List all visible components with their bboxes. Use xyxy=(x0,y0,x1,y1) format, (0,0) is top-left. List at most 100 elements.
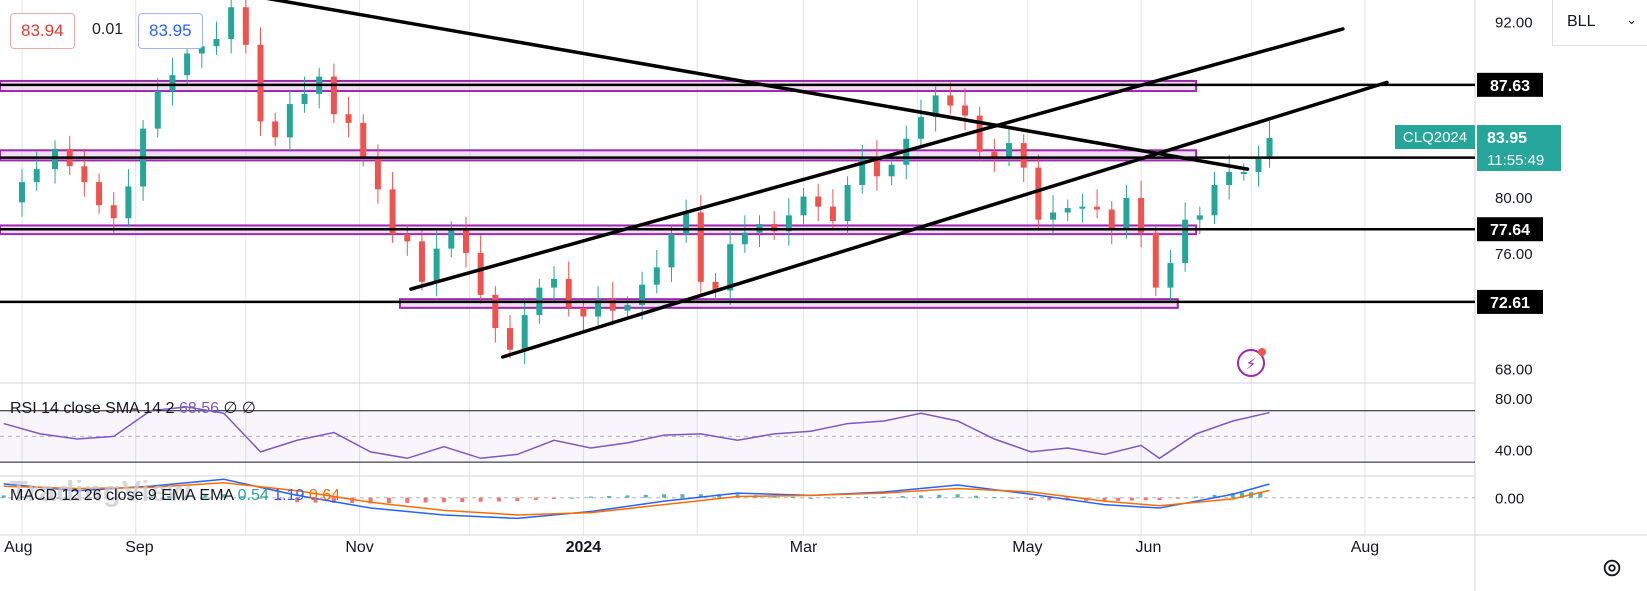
candle-body xyxy=(1006,143,1013,158)
time-axis-label: Jun xyxy=(1136,539,1162,556)
candle-body xyxy=(580,307,587,317)
macd-histogram-bar xyxy=(368,497,373,504)
level-label: 77.64 xyxy=(1490,222,1530,239)
macd-histogram-bar xyxy=(1258,491,1263,498)
time-axis-label: Mar xyxy=(790,539,818,556)
macd-legend-macd: 1.19 xyxy=(273,487,305,504)
symbol-select-value: BLL xyxy=(1567,13,1596,30)
macd-histogram-bar xyxy=(1029,497,1034,500)
macd-histogram-bar xyxy=(1175,497,1180,499)
macd-histogram-bar xyxy=(515,497,520,502)
macd-histogram-bar xyxy=(331,497,336,503)
candle-body xyxy=(228,7,235,40)
macd-histogram-bar xyxy=(882,496,887,498)
candle-body xyxy=(301,93,308,105)
candle-body xyxy=(844,184,851,222)
macd-histogram-bar xyxy=(973,495,978,498)
macd-histogram-bar xyxy=(185,495,190,498)
candle-body xyxy=(33,169,40,183)
macd-histogram-bar xyxy=(166,495,171,498)
candle-body xyxy=(1035,167,1042,220)
zone-rect xyxy=(0,149,1198,162)
macd-histogram-bar xyxy=(863,496,868,498)
macd-legend[interactable]: MACD 12 26 close 9 EMA EMA 0.54 1.19 0.6… xyxy=(10,487,340,505)
ask-price: 83.95 xyxy=(149,21,192,40)
bid-price-box[interactable]: 83.94 xyxy=(10,13,75,49)
macd-histogram-bar xyxy=(1230,493,1235,498)
candle-body xyxy=(81,166,88,183)
level-label-bg xyxy=(1477,72,1543,97)
level-label: 72.61 xyxy=(1490,295,1530,312)
last-price-bg xyxy=(1477,125,1561,172)
macd-histogram-bar xyxy=(203,494,208,498)
candle-body xyxy=(961,105,968,116)
candle-body xyxy=(169,75,176,92)
macd-histogram-bar xyxy=(625,495,630,498)
candle-body xyxy=(976,115,983,152)
tradingview-logo: TradingView xyxy=(10,476,192,508)
candle-body xyxy=(727,244,734,291)
candle-body xyxy=(829,206,836,222)
candle-body xyxy=(492,294,499,329)
macd-histogram-bar xyxy=(588,496,593,498)
candle-body xyxy=(286,104,293,138)
price-axis-tick: 68.00 xyxy=(1495,362,1533,379)
macd-histogram-bar xyxy=(1194,496,1199,498)
macd-histogram-bar xyxy=(350,497,355,504)
rsi-legend-extra1: ∅ xyxy=(223,400,238,417)
macd-histogram-bar xyxy=(570,497,575,499)
candle-body xyxy=(565,278,572,308)
countdown-timer: 11:55:49 xyxy=(1487,152,1544,169)
bid-price: 83.94 xyxy=(21,21,64,40)
rsi-legend-extra2: ∅ xyxy=(241,400,256,417)
level-label-bg xyxy=(1477,217,1543,242)
candle-body xyxy=(991,151,998,158)
trendline xyxy=(266,0,1250,171)
time-axis-label: Aug xyxy=(4,539,32,556)
candle-body xyxy=(462,229,469,253)
candle-body xyxy=(639,284,646,305)
candle-body xyxy=(1182,219,1189,264)
candle-body xyxy=(374,157,381,190)
candle-body xyxy=(1255,158,1262,172)
candle-body xyxy=(1079,206,1086,209)
macd-axis-tick: 0.00 xyxy=(1495,491,1524,508)
candle-body xyxy=(800,196,807,216)
ask-price-box[interactable]: 83.95 xyxy=(138,13,203,49)
macd-histogram-bar xyxy=(717,494,722,498)
symbol-select[interactable]: BLL ⌄ xyxy=(1552,0,1647,46)
macd-histogram-bar xyxy=(937,494,942,498)
spread-value: 0.01 xyxy=(92,21,124,38)
macd-histogram-bar xyxy=(460,497,465,503)
candle-body xyxy=(1064,208,1071,213)
last-price: 83.95 xyxy=(1487,130,1527,147)
rsi-legend[interactable]: RSI 14 close SMA 14 2 68.56 ∅ ∅ xyxy=(10,398,256,418)
candle-body xyxy=(448,229,455,249)
settings-icon[interactable] xyxy=(1601,557,1623,579)
candle-body xyxy=(418,241,425,282)
candle-body xyxy=(1240,171,1247,174)
macd-legend-signal: 0.64 xyxy=(308,487,340,504)
candle-body xyxy=(771,224,778,232)
macd-histogram-bar xyxy=(1143,497,1148,501)
candle-body xyxy=(345,114,352,123)
macd-histogram-bar xyxy=(441,497,446,503)
candle-body xyxy=(609,299,616,311)
zone-rect xyxy=(398,298,1179,309)
macd-legend-title: MACD 12 26 close 9 EMA EMA xyxy=(10,487,234,504)
candle-body xyxy=(785,215,792,232)
lightning-alert-icon xyxy=(1237,349,1265,377)
macd-histogram-bar xyxy=(992,497,997,499)
level-label-bg xyxy=(1477,289,1543,314)
macd-histogram-bar xyxy=(423,497,428,503)
macd-histogram-bar xyxy=(276,497,281,501)
candle-body xyxy=(1138,198,1145,233)
macd-histogram-bar xyxy=(1116,497,1121,501)
candle-body xyxy=(917,117,924,139)
macd-histogram-bar xyxy=(1010,497,1015,499)
rsi-axis-tick: 80.00 xyxy=(1495,391,1533,408)
macd-histogram-bar xyxy=(552,497,557,499)
trendline xyxy=(500,80,1389,359)
